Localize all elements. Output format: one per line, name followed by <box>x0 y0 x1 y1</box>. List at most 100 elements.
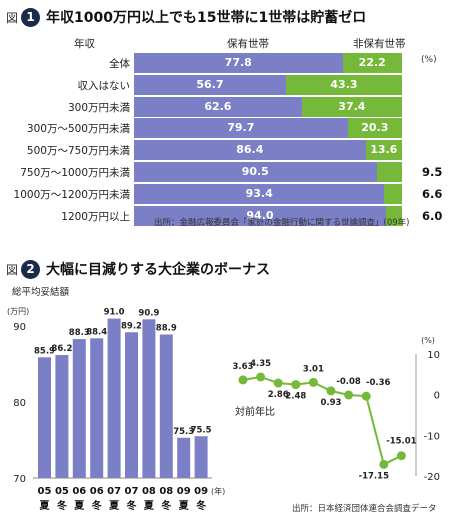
figure-1-value-held: 62.6 <box>204 99 232 113</box>
figure-1-value-held: 79.7 <box>227 121 255 135</box>
figure-2-line-point <box>396 451 406 461</box>
figure-2-line-ytick: 10 <box>427 350 440 361</box>
figure-2-line-ytick: -10 <box>424 431 440 442</box>
figure-1-value-not-held: 13.6 <box>370 143 398 157</box>
figure-2-xtick-season: 夏 <box>73 500 85 512</box>
figure-2-line-value: -15.01 <box>386 437 416 447</box>
figure-1-category-label: 300万〜500万円未満 <box>26 123 130 136</box>
figure-1-source: 出所：金融広報委員会「家計の金融行動に関する世論調査」(09年) <box>154 218 410 228</box>
figure-2-line-value: 0.93 <box>321 398 342 408</box>
figure-1-bar-not-held: 37.4 <box>301 96 402 117</box>
figure-2-line-value: -0.36 <box>366 378 391 388</box>
figure-2-line-value: 2.86 <box>268 390 289 400</box>
figure-1-row: 300万円未満 62.6 37.4 <box>0 96 450 117</box>
figure-2-xtick-year: 07 <box>125 486 139 497</box>
figure-1-category-label: 300万円未満 <box>67 101 130 114</box>
figure-1-legend-held: 保有世帯 <box>227 38 269 50</box>
figure-2-xtick-season: 夏 <box>108 500 120 512</box>
figure-2-bar-value: 88.4 <box>86 327 107 337</box>
figure-1-title: 年収1000万円以上でも15世帯に1世帯は貯蓄ゼロ <box>46 10 367 26</box>
figure-1-value-held: 94.0 <box>246 208 274 222</box>
figure-2-bar <box>38 357 51 478</box>
figure-2-line-value: 3.01 <box>303 364 324 374</box>
figure-2-bar <box>125 332 138 478</box>
figure-2-xtick-season: 冬 <box>161 499 171 512</box>
figure-2-ytick: 70 <box>13 474 26 485</box>
figure-1-value-not-held: 20.3 <box>361 121 389 135</box>
figure-2-yunit: (万円) <box>7 307 29 316</box>
figure-1-bar-not-held: 43.3 <box>285 74 402 95</box>
figure-2-xtick-season: 冬 <box>196 499 206 512</box>
figure-2-line-value: -17.15 <box>359 471 389 481</box>
figure-1-category-label: 1000万〜1200万円未満 <box>13 188 130 201</box>
figure-1-heading: 図 1 年収1000万円以上でも15世帯に1世帯は貯蓄ゼロ <box>6 4 366 30</box>
figure-1-category-label: 1200万円以上 <box>61 210 130 223</box>
figure-2-line-point <box>326 386 336 396</box>
figure-2-bar-value: 90.9 <box>138 308 159 318</box>
figure-1-bar-not-held: 22.2 <box>342 53 402 73</box>
figure-2-bar-value: 75.5 <box>191 425 212 435</box>
figure-1-number-badge: 1 <box>21 7 41 27</box>
figure-2-line-point <box>344 390 354 400</box>
figure-2-xtick-year: 09 <box>177 486 191 497</box>
figure-1-bar-held: 90.5 <box>134 162 377 182</box>
figure-1-row: 1200万円以上 94.0 6.0 <box>0 205 450 226</box>
figure-2-line-value: -0.08 <box>336 377 361 387</box>
figure-1-value-held: 86.4 <box>236 143 264 157</box>
figure-1-row: 300万〜500万円未満 79.7 20.3 <box>0 118 450 139</box>
figure-1-bar-held: 86.4 <box>134 140 366 161</box>
figure-2-xtick-year: 07 <box>107 486 121 497</box>
figure-1-value-not-held: 9.5 <box>422 165 443 179</box>
figure-2-bar <box>55 355 69 478</box>
figure-1-value-held: 90.5 <box>241 165 269 178</box>
figure-2-line-ytick: 0 <box>434 391 440 402</box>
figure-2-xtick-year: 06 <box>72 486 86 497</box>
figure-2-xtick-season: 夏 <box>143 500 155 512</box>
figure-2-xtick-season: 夏 <box>39 500 51 512</box>
figure-1-value-held: 77.8 <box>224 56 252 69</box>
figure-2-xunit: (年) <box>211 486 225 496</box>
figure-1-value-held: 93.4 <box>245 186 273 200</box>
figure-1-row: 全体 77.8 22.2 <box>0 53 450 73</box>
figure-1-bar-held: 77.8 <box>134 53 343 73</box>
figure-2-line-value: 4.35 <box>250 359 271 369</box>
figure-2-bar <box>142 319 156 478</box>
figure-2-bar <box>194 436 208 478</box>
figure-2-prefix: 図 <box>6 262 19 277</box>
figure-2-line-point <box>361 391 371 401</box>
figure-1-bar-held: 93.4 <box>134 183 385 204</box>
figure-2-xtick-year: 05 <box>38 486 52 497</box>
figure-1-row: 500万〜750万円未満 86.4 13.6 <box>0 140 450 161</box>
figure-2-line-value: 3.63 <box>233 362 254 372</box>
figure-1-row: 750万〜1000万円未満 90.5 9.5 <box>0 162 450 182</box>
figure-1-bar-not-held <box>385 205 402 226</box>
figure-1-row: 収入はない 56.7 43.3 <box>0 74 450 95</box>
figure-2-bar-value: 91.0 <box>104 308 125 318</box>
figure-1-value-not-held: 6.0 <box>422 208 443 223</box>
figure-2-heading: 図 2 大幅に目減りする大企業のボーナス <box>6 256 270 282</box>
figure-1-category-label: 500万〜750万円未満 <box>26 145 130 158</box>
figure-2-xtick-year: 08 <box>142 486 156 497</box>
figure-2-line-value: 2.48 <box>285 392 306 402</box>
figure-2-bar-value: 89.2 <box>121 321 142 331</box>
figure-2-line-point <box>291 380 301 390</box>
figure-1-value-not-held: 43.3 <box>330 77 358 91</box>
figure-2-line-point <box>256 372 266 382</box>
figure-2-bar <box>107 318 121 478</box>
figure-1-bar-not-held: 13.6 <box>365 140 402 161</box>
figure-2-ytick: 90 <box>13 322 26 333</box>
figure-1-bar-held: 79.7 <box>134 118 348 139</box>
figure-1-category-label: 750万〜1000万円未満 <box>20 167 130 179</box>
figure-2-bar <box>177 437 191 478</box>
figure-1-value-held: 56.7 <box>196 77 224 91</box>
figure-2-line-point <box>273 378 283 388</box>
figure-1-bar-held: 56.7 <box>134 74 286 95</box>
figure-2-line-yunit: (%) <box>421 336 435 345</box>
figure-1-bar-held: 62.6 <box>134 96 302 117</box>
figure-2-line-point <box>308 377 318 387</box>
figure-2-title: 大幅に目減りする大企業のボーナス <box>46 262 271 278</box>
figure-2-line-ytick: -20 <box>424 472 440 483</box>
figure-2-xtick-year: 05 <box>55 486 69 497</box>
figure-1-bar-not-held <box>384 183 402 204</box>
